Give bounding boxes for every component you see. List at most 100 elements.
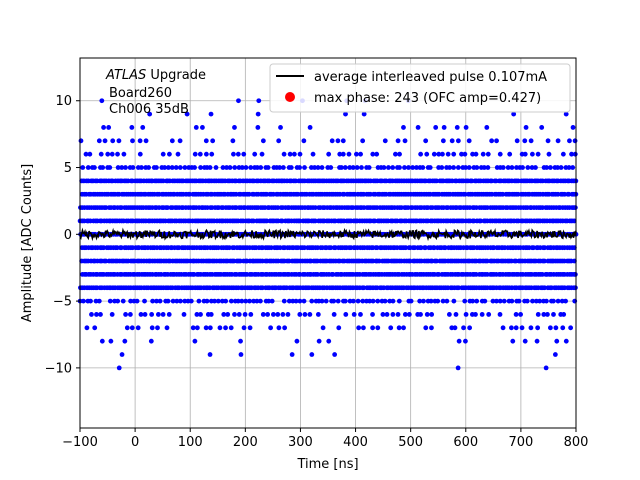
scatter-point — [395, 138, 401, 144]
scatter-point — [374, 151, 380, 157]
scatter-point — [507, 151, 513, 157]
scatter-point — [358, 312, 363, 317]
scatter-point — [307, 312, 313, 317]
scatter-point — [500, 191, 506, 197]
scatter-point — [489, 138, 495, 144]
x-tick-label: 0 — [131, 435, 139, 450]
scatter-point — [340, 138, 346, 144]
scatter-point — [339, 165, 344, 170]
scatter-point — [225, 312, 231, 317]
scatter-point — [544, 298, 549, 304]
scatter-point — [511, 111, 517, 117]
scatter-point — [96, 298, 102, 304]
scatter-point — [258, 165, 264, 170]
scatter-point — [203, 325, 209, 331]
scatter-point — [463, 125, 469, 130]
scatter-point — [294, 338, 300, 344]
scatter-point — [479, 312, 485, 317]
scatter-point — [544, 165, 549, 170]
scatter-point — [514, 138, 520, 144]
scatter-point — [100, 165, 106, 170]
scatter-point — [297, 165, 303, 170]
scatter-point — [119, 165, 125, 170]
scatter-point — [494, 298, 499, 304]
scatter-point — [393, 151, 398, 157]
scatter-point — [370, 298, 376, 304]
scatter-point — [130, 138, 135, 144]
scatter-point — [138, 312, 144, 317]
scatter-point — [137, 138, 143, 144]
scatter-point — [243, 165, 249, 170]
scatter-point — [297, 312, 303, 317]
scatter-point — [433, 125, 439, 130]
scatter-point — [518, 312, 523, 317]
scatter-point — [208, 312, 214, 317]
scatter-point — [160, 151, 166, 157]
scatter-point — [149, 325, 155, 331]
scatter-point — [423, 138, 429, 144]
scatter-point — [119, 352, 125, 357]
scatter-point — [555, 138, 561, 144]
scatter-point — [108, 338, 114, 344]
scatter-point — [402, 312, 408, 317]
scatter-point — [165, 298, 171, 304]
scatter-point — [139, 165, 144, 170]
scatter-point — [266, 298, 272, 304]
scatter-point — [320, 325, 326, 331]
scatter-point — [227, 165, 233, 170]
scatter-point — [142, 312, 148, 317]
scatter-point — [418, 312, 423, 317]
atlas-annotation: ATLAS Upgrade Board260 Ch006 35dB — [105, 68, 206, 117]
scatter-point — [242, 312, 248, 317]
scatter-point — [293, 298, 299, 304]
scatter-point — [280, 312, 286, 317]
scatter-point — [177, 165, 183, 170]
scatter-point — [312, 205, 318, 211]
scatter-point — [375, 298, 381, 304]
scatter-point — [388, 325, 394, 331]
y-axis-label: Amplitude [ADC Counts] — [20, 164, 35, 322]
scatter-point — [166, 312, 172, 317]
scatter-point — [441, 125, 447, 130]
scatter-point — [478, 218, 484, 224]
scatter-point — [439, 165, 445, 170]
scatter-point — [516, 298, 522, 304]
scatter-point — [223, 298, 229, 304]
scatter-point — [212, 298, 217, 304]
scatter-point — [265, 312, 271, 317]
scatter-point — [194, 325, 200, 331]
scatter-point — [188, 298, 194, 304]
scatter-point — [210, 138, 216, 144]
scatter-point — [567, 138, 572, 144]
scatter-point — [120, 298, 126, 304]
scatter-point — [278, 125, 283, 130]
scatter-point — [239, 165, 245, 170]
scatter-point — [315, 165, 321, 170]
scatter-point — [319, 298, 325, 304]
scatter-point — [107, 298, 113, 304]
y-axis-ticks: −10 −5 0 5 10 — [45, 94, 80, 376]
scatter-point — [548, 165, 553, 170]
scatter-point — [281, 298, 287, 304]
scatter-point — [92, 325, 98, 331]
legend-box — [269, 63, 571, 113]
scatter-point — [509, 165, 515, 170]
scatter-point — [219, 298, 225, 304]
scatter-point — [343, 111, 348, 117]
scatter-point — [342, 298, 348, 304]
scatter-point — [462, 298, 468, 304]
scatter-point — [232, 165, 238, 170]
scatter-point — [340, 151, 346, 157]
scatter-point — [103, 205, 109, 211]
scatter-point — [429, 325, 434, 331]
scatter-point — [423, 245, 428, 251]
scatter-point — [429, 312, 435, 317]
scatter-point — [463, 338, 468, 344]
scatter-point — [500, 165, 506, 170]
scatter-point — [335, 138, 341, 144]
scatter-point — [436, 151, 442, 157]
scatter-point — [473, 312, 478, 317]
scatter-point — [286, 298, 292, 304]
scatter-point — [116, 138, 122, 144]
scatter-point — [116, 365, 122, 371]
